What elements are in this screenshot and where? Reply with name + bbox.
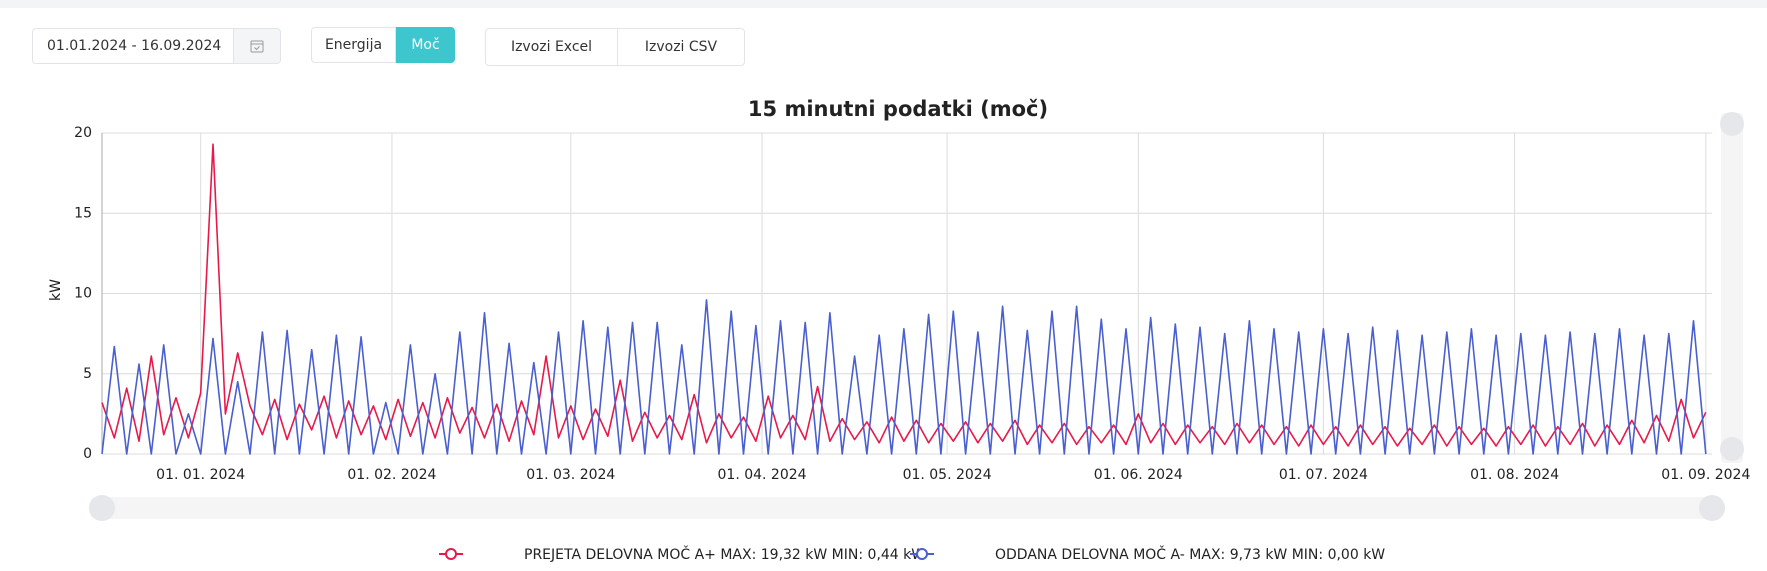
x-tick-label: 01. 07. 2024 — [1279, 467, 1368, 483]
y-axis-label: kW — [48, 279, 64, 301]
x-tick-label: 01. 01. 2024 — [156, 467, 245, 483]
x-scrollbar[interactable] — [90, 497, 1712, 519]
x-tick-label: 01. 05. 2024 — [903, 467, 992, 483]
y-tick-label: 10 — [74, 286, 92, 302]
calendar-icon — [250, 40, 264, 53]
x-scroll-handle[interactable] — [89, 495, 115, 521]
x-tick-label: 01. 03. 2024 — [526, 467, 615, 483]
x-tick-label: 01. 08. 2024 — [1470, 467, 1559, 483]
legend-label: ODDANA DELOVNA MOČ A- MAX: 9,73 kW MIN: … — [995, 545, 1385, 563]
x-tick-label: 01. 06. 2024 — [1094, 467, 1183, 483]
x-scroll-handle[interactable] — [1699, 495, 1725, 521]
y-tick-label: 0 — [83, 446, 92, 462]
x-tick-label: 01. 02. 2024 — [347, 467, 436, 483]
export-button[interactable]: Izvozi CSV — [617, 28, 745, 66]
chart-title: 15 minutni podatki (moč) — [748, 97, 1048, 121]
chart: 15 minutni podatki (moč) kW 0 5 10 15 20 01. … — [48, 97, 1750, 563]
series-line — [101, 299, 1707, 455]
legend-marker — [916, 548, 928, 560]
x-tick-label: 01. 04. 2024 — [718, 467, 807, 483]
y-scroll-handle[interactable] — [1720, 112, 1744, 136]
calendar-button[interactable] — [233, 28, 281, 64]
mode-button-active[interactable]: Moč — [396, 27, 455, 63]
y-tick-label: 15 — [74, 205, 92, 221]
y-scrollbar[interactable] — [1721, 113, 1743, 463]
legend-marker — [445, 548, 457, 560]
y-scroll-handle[interactable] — [1720, 437, 1744, 461]
legend-label: PREJETA DELOVNA MOČ A+ MAX: 19,32 kW MIN… — [524, 545, 925, 563]
mode-button[interactable]: Energija — [311, 27, 396, 63]
y-tick-label: 20 — [74, 125, 92, 141]
y-tick-label: 5 — [83, 366, 92, 382]
x-tick-label: 01. 09. 2024 — [1661, 467, 1750, 483]
